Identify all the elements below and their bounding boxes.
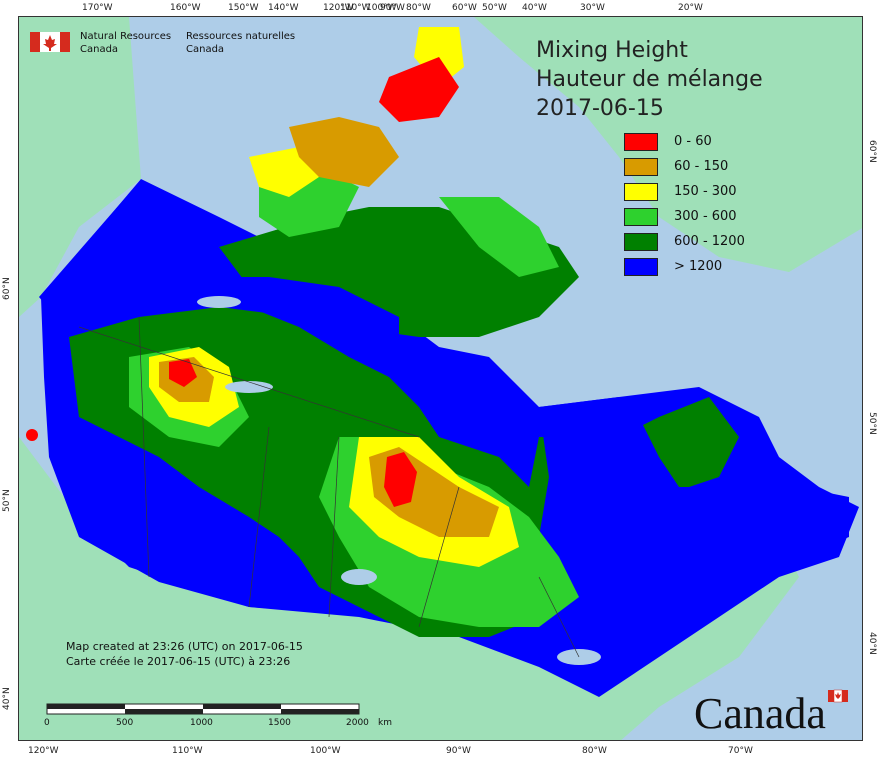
greenland-land — [474, 17, 862, 272]
province-boundary — [78, 326, 420, 438]
lake-winnipeg — [341, 569, 377, 585]
legend-label: 300 - 600 — [674, 209, 737, 224]
mixing-height-map — [19, 17, 862, 740]
top-tick: 40°W — [522, 3, 547, 13]
canada-wordmark-graphic: Canada — [694, 689, 848, 738]
map-title-fr: Hauteur de mélange — [536, 67, 763, 92]
canada-flag-icon — [30, 32, 70, 52]
legend-label: 600 - 1200 — [674, 234, 745, 249]
top-tick: 60°W — [452, 3, 477, 13]
scale-label: 1500 — [268, 718, 291, 728]
top-tick: 170°W — [82, 3, 113, 13]
credit-fr: Carte créée le 2017-06-15 (UTC) à 23:26 — [66, 655, 291, 668]
bottom-tick: 70°W — [728, 746, 753, 756]
scale-bar-graphic — [46, 703, 360, 715]
alaska-land — [19, 17, 141, 317]
nrcan-french: Ressources naturelles Canada — [186, 30, 295, 56]
bottom-tick: 90°W — [446, 746, 471, 756]
top-tick: 150°W — [228, 3, 259, 13]
legend-swatch — [624, 233, 658, 251]
top-tick: 50°W — [482, 3, 507, 13]
top-tick: 30°W — [580, 3, 605, 13]
top-tick: 120°W — [323, 3, 354, 13]
province-boundary — [418, 486, 460, 628]
west-coast-red — [26, 429, 38, 441]
nrcan-en-line2: Canada — [80, 44, 119, 55]
canada-wordmark: Canada — [694, 684, 854, 738]
bottom-tick: 120°W — [28, 746, 59, 756]
bottom-tick: 100°W — [310, 746, 341, 756]
top-tick: 110°W — [340, 3, 371, 13]
scale-bar: 0 500 1000 1500 2000 km — [44, 702, 406, 732]
arctic-orange — [289, 117, 399, 187]
nwt-blue — [209, 277, 399, 367]
nrcan-fr-line2: Canada — [186, 44, 225, 55]
great-bear-lake — [197, 296, 241, 308]
bottom-tick: 110°W — [172, 746, 203, 756]
right-tick: 40°N — [867, 632, 877, 655]
nrcan-english: Natural Resources Canada — [80, 30, 171, 56]
province-boundary — [538, 576, 580, 658]
province-boundary — [138, 316, 150, 578]
province-boundary — [248, 426, 270, 608]
left-tick: 40°N — [2, 687, 12, 710]
legend-swatch — [624, 208, 658, 226]
legend-swatch — [624, 133, 658, 151]
wordmark-text: Canada — [694, 689, 826, 734]
scale-label: 1000 — [190, 718, 213, 728]
scale-label: 2000 — [346, 718, 369, 728]
nrcan-en-line1: Natural Resources — [80, 31, 172, 42]
legend-swatch — [624, 158, 658, 176]
map-credit: Map created at 23:26 (UTC) on 2017-06-15… — [66, 639, 303, 669]
top-tick: 20°W — [678, 3, 703, 13]
nrcan-fr-line1: Ressources naturelles — [186, 31, 296, 42]
top-tick: 100°W — [366, 3, 397, 13]
province-boundary — [328, 436, 340, 618]
map-title-en: Mixing Height — [536, 38, 688, 63]
legend-label: 150 - 300 — [674, 184, 737, 199]
legend-label: > 1200 — [674, 259, 723, 274]
hudson-red — [384, 452, 417, 507]
ellesmere-red — [379, 57, 459, 122]
nwt-red — [169, 359, 197, 387]
left-tick: 60°N — [2, 277, 12, 300]
top-tick: 160°W — [170, 3, 201, 13]
legend-swatch — [624, 258, 658, 276]
map-date: 2017-06-15 — [536, 96, 664, 121]
scale-label: 500 — [116, 718, 134, 728]
top-tick: 90°W — [380, 3, 405, 13]
yukon-blue — [39, 182, 209, 332]
map-canvas — [18, 16, 863, 741]
left-tick: 50°N — [2, 489, 12, 512]
legend-swatch — [624, 183, 658, 201]
bottom-tick: 80°W — [582, 746, 607, 756]
map-title-block: Mixing Height Hauteur de mélange 2017-06… — [536, 36, 763, 123]
scale-unit: km — [378, 718, 392, 728]
legend-label: 0 - 60 — [674, 134, 712, 149]
top-tick: 80°W — [406, 3, 431, 13]
bc-blue — [99, 467, 319, 612]
right-tick: 60°N — [867, 140, 877, 163]
scale-label: 0 — [44, 718, 50, 728]
top-tick: 140°W — [268, 3, 299, 13]
legend-label: 60 - 150 — [674, 159, 729, 174]
quebec-blue — [539, 397, 849, 657]
right-tick: 50°N — [867, 412, 877, 435]
baffin-lightgreen — [439, 197, 559, 277]
great-slave-lake — [225, 381, 273, 393]
credit-en: Map created at 23:26 (UTC) on 2017-06-15 — [66, 640, 303, 653]
